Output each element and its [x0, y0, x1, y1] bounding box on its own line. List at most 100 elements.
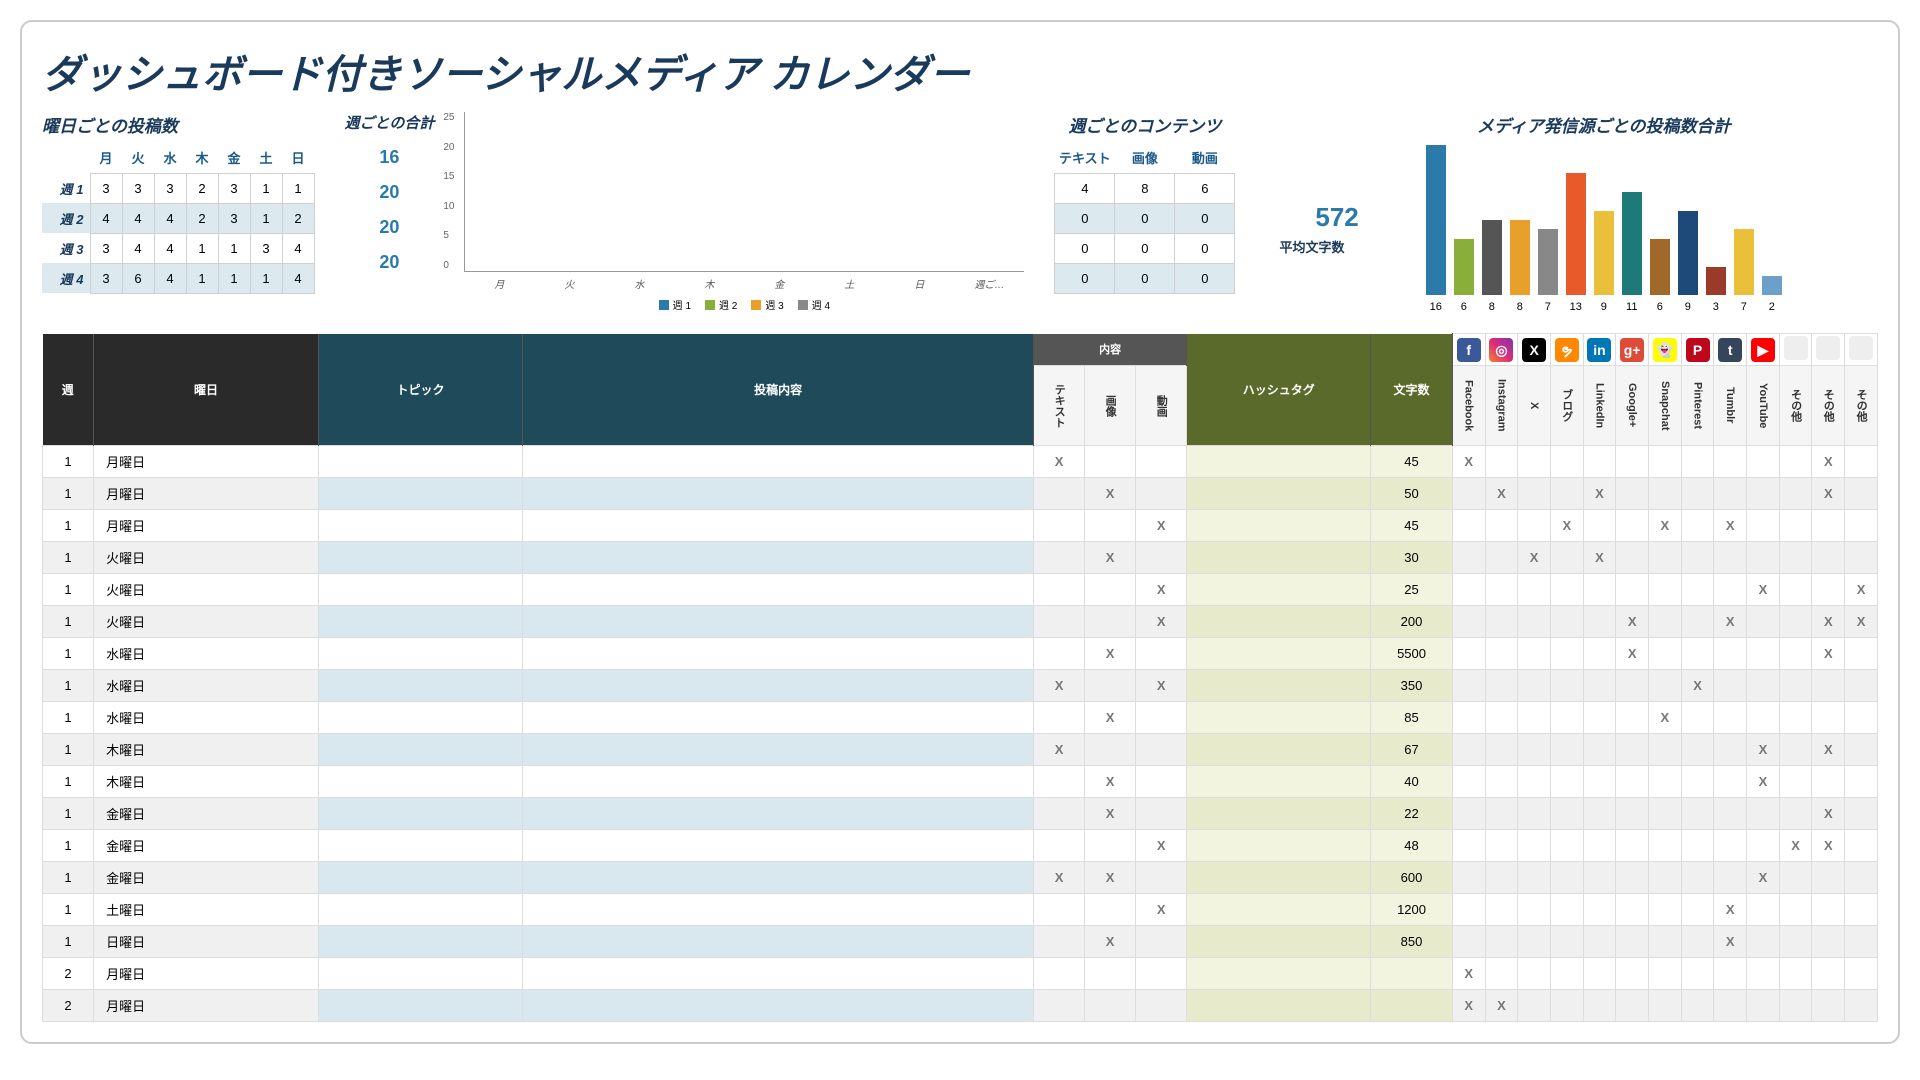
cell-post[interactable] — [523, 478, 1034, 510]
cell-social[interactable] — [1616, 926, 1649, 958]
cell-social[interactable] — [1485, 638, 1518, 670]
cell-topic[interactable] — [318, 862, 522, 894]
cell-social[interactable] — [1681, 894, 1714, 926]
cell-social[interactable]: X — [1485, 990, 1518, 1022]
cell-social[interactable] — [1550, 478, 1583, 510]
cell-text[interactable] — [1034, 990, 1085, 1022]
cell-social[interactable] — [1649, 606, 1682, 638]
cell-social[interactable] — [1681, 478, 1714, 510]
cell-topic[interactable] — [318, 990, 522, 1022]
cell-image[interactable]: X — [1085, 638, 1136, 670]
cell-social[interactable] — [1518, 862, 1551, 894]
cell-hashtag[interactable] — [1187, 702, 1371, 734]
cell-social[interactable] — [1779, 638, 1812, 670]
cell-hashtag[interactable] — [1187, 926, 1371, 958]
cell-social[interactable]: X — [1812, 478, 1845, 510]
cell-video[interactable] — [1136, 478, 1187, 510]
cell-social[interactable] — [1681, 734, 1714, 766]
cell-social[interactable]: X — [1812, 734, 1845, 766]
cell-social[interactable] — [1845, 990, 1878, 1022]
cell-week[interactable]: 1 — [43, 510, 94, 542]
cell-social[interactable] — [1747, 670, 1780, 702]
cell-social[interactable] — [1681, 574, 1714, 606]
cell-social[interactable] — [1518, 990, 1551, 1022]
cell-social[interactable] — [1452, 702, 1485, 734]
cell-post[interactable] — [523, 958, 1034, 990]
cell-text[interactable] — [1034, 702, 1085, 734]
cell-post[interactable] — [523, 766, 1034, 798]
cell-social[interactable] — [1714, 830, 1747, 862]
cell-social[interactable] — [1714, 446, 1747, 478]
cell-video[interactable]: X — [1136, 510, 1187, 542]
cell-social[interactable] — [1583, 734, 1616, 766]
cell-social[interactable] — [1649, 766, 1682, 798]
cell-social[interactable] — [1747, 478, 1780, 510]
cell-social[interactable] — [1485, 958, 1518, 990]
cell-social[interactable] — [1747, 702, 1780, 734]
cell-video[interactable] — [1136, 990, 1187, 1022]
cell-social[interactable] — [1518, 574, 1551, 606]
cell-social[interactable] — [1583, 702, 1616, 734]
cell-day[interactable]: 水曜日 — [94, 670, 319, 702]
cell-topic[interactable] — [318, 766, 522, 798]
cell-text[interactable] — [1034, 830, 1085, 862]
cell-social[interactable] — [1616, 734, 1649, 766]
cell-social[interactable] — [1714, 574, 1747, 606]
cell-image[interactable] — [1085, 990, 1136, 1022]
cell-hashtag[interactable] — [1187, 862, 1371, 894]
cell-social[interactable] — [1452, 766, 1485, 798]
cell-video[interactable]: X — [1136, 894, 1187, 926]
cell-social[interactable] — [1485, 766, 1518, 798]
cell-social[interactable] — [1583, 606, 1616, 638]
cell-social[interactable] — [1616, 990, 1649, 1022]
cell-social[interactable] — [1550, 862, 1583, 894]
cell-video[interactable] — [1136, 638, 1187, 670]
cell-social[interactable] — [1550, 606, 1583, 638]
cell-social[interactable] — [1583, 638, 1616, 670]
cell-social[interactable] — [1583, 862, 1616, 894]
cell-topic[interactable] — [318, 670, 522, 702]
cell-day[interactable]: 金曜日 — [94, 798, 319, 830]
cell-chars[interactable]: 25 — [1371, 574, 1453, 606]
cell-week[interactable]: 1 — [43, 798, 94, 830]
cell-text[interactable] — [1034, 798, 1085, 830]
cell-text[interactable]: X — [1034, 670, 1085, 702]
cell-text[interactable] — [1034, 926, 1085, 958]
cell-hashtag[interactable] — [1187, 958, 1371, 990]
cell-social[interactable] — [1812, 990, 1845, 1022]
cell-social[interactable] — [1452, 478, 1485, 510]
cell-hashtag[interactable] — [1187, 798, 1371, 830]
cell-social[interactable]: X — [1812, 798, 1845, 830]
cell-social[interactable] — [1485, 798, 1518, 830]
cell-social[interactable] — [1812, 862, 1845, 894]
cell-social[interactable] — [1452, 574, 1485, 606]
cell-topic[interactable] — [318, 702, 522, 734]
cell-day[interactable]: 水曜日 — [94, 702, 319, 734]
cell-week[interactable]: 1 — [43, 446, 94, 478]
cell-image[interactable] — [1085, 574, 1136, 606]
cell-text[interactable] — [1034, 478, 1085, 510]
cell-hashtag[interactable] — [1187, 894, 1371, 926]
cell-social[interactable] — [1845, 734, 1878, 766]
cell-social[interactable]: X — [1518, 542, 1551, 574]
cell-text[interactable] — [1034, 510, 1085, 542]
cell-week[interactable]: 1 — [43, 638, 94, 670]
cell-post[interactable] — [523, 990, 1034, 1022]
cell-topic[interactable] — [318, 478, 522, 510]
cell-social[interactable]: X — [1747, 766, 1780, 798]
cell-social[interactable] — [1583, 926, 1616, 958]
cell-social[interactable] — [1616, 574, 1649, 606]
cell-social[interactable] — [1681, 926, 1714, 958]
cell-chars[interactable]: 45 — [1371, 446, 1453, 478]
cell-social[interactable] — [1550, 830, 1583, 862]
cell-social[interactable] — [1452, 670, 1485, 702]
cell-post[interactable] — [523, 830, 1034, 862]
cell-video[interactable] — [1136, 766, 1187, 798]
cell-social[interactable] — [1714, 734, 1747, 766]
cell-week[interactable]: 1 — [43, 734, 94, 766]
cell-social[interactable] — [1649, 446, 1682, 478]
cell-social[interactable]: X — [1812, 446, 1845, 478]
cell-hashtag[interactable] — [1187, 830, 1371, 862]
cell-post[interactable] — [523, 894, 1034, 926]
cell-social[interactable] — [1518, 734, 1551, 766]
